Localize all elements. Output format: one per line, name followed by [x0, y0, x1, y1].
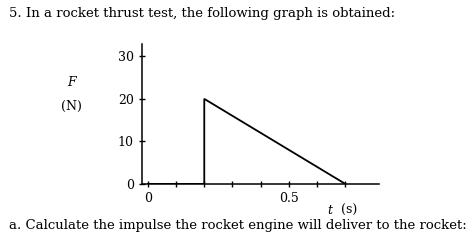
Text: a. Calculate the impulse the rocket engine will deliver to the rocket:: a. Calculate the impulse the rocket engi…	[9, 219, 467, 232]
Text: 5. In a rocket thrust test, the following graph is obtained:: 5. In a rocket thrust test, the followin…	[9, 7, 396, 20]
Text: F: F	[67, 76, 75, 89]
Text: (N): (N)	[61, 100, 82, 113]
Text: t: t	[327, 204, 332, 217]
Text: (s): (s)	[341, 204, 357, 217]
